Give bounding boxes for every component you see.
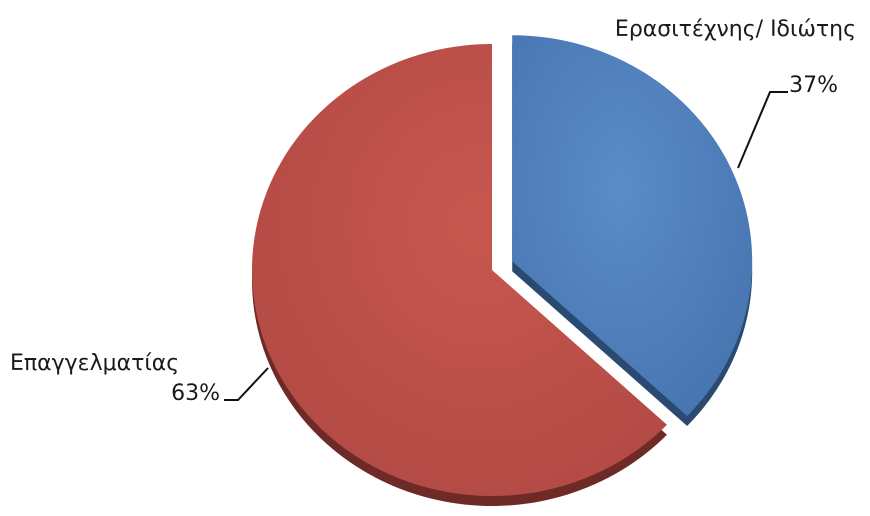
pie-slice-professional bbox=[252, 44, 667, 496]
slice-label-amateur-value: 37% bbox=[789, 73, 838, 98]
leader-line-amateur bbox=[737, 91, 788, 169]
pie-slice-amateur bbox=[512, 35, 753, 416]
slice-label-amateur-name: Ερασιτέχνης/ Ιδιώτης bbox=[615, 17, 856, 42]
leader-lines bbox=[224, 91, 788, 401]
pie-slices bbox=[252, 35, 753, 496]
leader-line-professional bbox=[224, 367, 269, 401]
slice-label-professional-value: 63% bbox=[171, 381, 220, 406]
slice-label-professional-name: Επαγγελματίας bbox=[10, 351, 179, 376]
